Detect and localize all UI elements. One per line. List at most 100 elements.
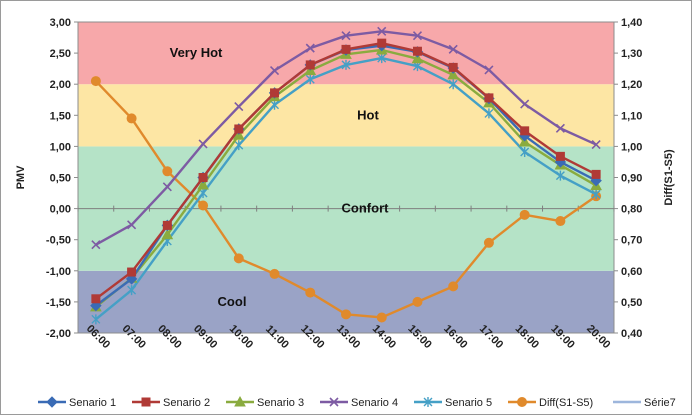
right-tick-label: 0,50 — [621, 297, 642, 309]
legend-item-1: Senario 2 — [132, 397, 210, 409]
legend-label: Senario 4 — [351, 397, 398, 409]
left-axis-title: PMV — [15, 165, 27, 190]
zone-label-1: Confort — [342, 201, 390, 216]
legend-marker — [234, 395, 246, 407]
legend-marker — [141, 397, 151, 407]
comfort-zones: Cool Confort Hot Very Hot — [77, 21, 615, 334]
data-point — [376, 312, 387, 323]
left-tick-label: -1,50 — [46, 297, 71, 309]
left-tick-label: 2,50 — [50, 48, 71, 60]
data-point — [198, 139, 208, 149]
data-point — [162, 220, 172, 230]
data-point — [341, 59, 351, 70]
legend-item-0: Senario 1 — [38, 396, 116, 409]
data-point — [483, 237, 494, 248]
data-point — [448, 281, 459, 292]
data-point — [197, 178, 209, 190]
data-point — [484, 65, 494, 75]
data-point — [341, 31, 351, 41]
right-tick-label: 0,70 — [621, 235, 642, 247]
right-tick-label: 1,10 — [621, 110, 642, 122]
data-point — [90, 76, 101, 87]
data-point — [411, 52, 424, 64]
data-point — [412, 31, 423, 41]
legend-label: Senario 5 — [445, 397, 492, 409]
data-point — [269, 268, 280, 279]
data-point — [270, 88, 280, 98]
data-point — [520, 99, 530, 109]
data-point — [377, 53, 387, 64]
data-point — [161, 228, 174, 240]
data-point — [162, 182, 172, 192]
data-point — [555, 216, 566, 227]
data-point — [519, 209, 530, 220]
data-point — [448, 44, 458, 54]
data-point — [448, 62, 458, 72]
data-point — [198, 173, 208, 182]
data-point — [234, 124, 244, 134]
right-axis-title: Diff(S1-S5) — [663, 149, 675, 206]
right-tick-label: 0,80 — [621, 204, 642, 216]
data-point — [232, 129, 245, 140]
left-tick-label: -2,00 — [46, 328, 71, 340]
data-point — [233, 253, 244, 264]
legend-item-5: Diff(S1-S5) — [508, 397, 593, 409]
data-point — [591, 169, 601, 179]
data-point — [377, 26, 387, 36]
left-tick-label: 3,00 — [50, 17, 71, 29]
data-point — [448, 79, 458, 90]
data-point — [555, 151, 565, 161]
legend-label: Série7 — [644, 397, 676, 409]
data-point — [412, 46, 422, 56]
data-point — [447, 68, 460, 80]
data-point — [341, 309, 351, 320]
right-tick-label: 1,20 — [621, 79, 642, 91]
left-tick-label: 2,00 — [50, 79, 71, 91]
data-point — [591, 189, 601, 200]
right-tick-label: 1,00 — [621, 141, 642, 153]
legend-marker — [46, 396, 58, 408]
data-point — [234, 140, 244, 151]
data-point — [91, 314, 101, 325]
series-lines — [90, 26, 602, 325]
data-point — [520, 126, 530, 136]
zone-label-3: Very Hot — [170, 45, 223, 60]
data-point — [484, 93, 494, 103]
left-tick-label: 1,00 — [50, 141, 71, 153]
series-1 — [91, 38, 601, 304]
data-point — [341, 44, 351, 54]
legend-item-6: Série7 — [613, 397, 676, 409]
data-point — [377, 38, 387, 48]
zone-label-2: Hot — [357, 107, 379, 122]
zone-band-0 — [78, 270, 614, 333]
data-point — [591, 139, 601, 150]
data-point — [91, 294, 101, 304]
left-tick-label: 1,50 — [50, 110, 71, 122]
data-point — [305, 74, 315, 85]
data-point — [520, 146, 530, 157]
data-point — [126, 113, 137, 124]
data-point — [234, 102, 244, 112]
right-tick-label: 1,30 — [621, 48, 642, 60]
series-5 — [90, 76, 602, 323]
data-point — [162, 166, 173, 177]
series-3 — [91, 26, 601, 250]
data-point — [518, 136, 531, 147]
data-point — [270, 99, 280, 110]
right-tick-label: 0,40 — [621, 328, 642, 340]
right-tick-label: 0,90 — [621, 173, 642, 185]
legend-item-3: Senario 4 — [320, 397, 398, 409]
data-point — [127, 285, 137, 296]
legend-label: Senario 2 — [163, 397, 210, 409]
data-point — [127, 220, 137, 230]
legend-label: Senario 1 — [69, 397, 116, 409]
data-point — [269, 65, 280, 76]
left-tick-label: -0,50 — [46, 235, 71, 247]
data-point — [484, 108, 494, 119]
data-point — [555, 123, 565, 133]
legend-item-2: Senario 3 — [226, 395, 304, 409]
data-point — [305, 287, 316, 298]
data-point — [305, 60, 315, 70]
right-tick-label: 1,40 — [621, 17, 642, 29]
legend-marker — [517, 397, 527, 407]
